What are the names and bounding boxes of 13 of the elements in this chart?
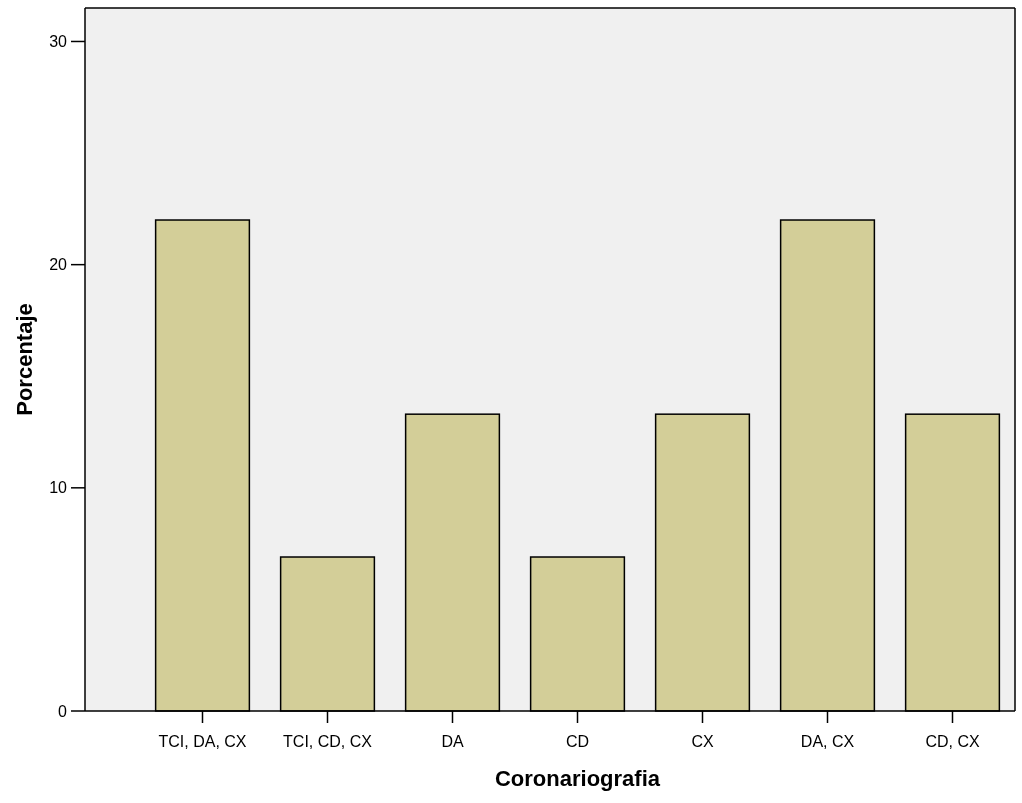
x-tick-label: TCI, CD, CX	[283, 733, 373, 750]
y-tick-label: 10	[49, 479, 68, 497]
x-tick-label: CD	[565, 733, 590, 750]
x-tick-label: CD, CX	[925, 733, 980, 750]
x-tick-label: TCI, DA, CX	[158, 733, 247, 750]
y-tick-label: 20	[49, 256, 68, 274]
x-tick-label: CX	[691, 733, 714, 750]
y-tick-label: 30	[49, 33, 68, 51]
y-axis-title: Porcentaje	[12, 303, 37, 416]
x-axis-title: Coronariografia	[494, 766, 661, 791]
x-tick-label: DA	[441, 733, 464, 750]
x-tick-label: DA, CX	[800, 733, 855, 750]
y-tick-label: 0	[58, 702, 68, 720]
